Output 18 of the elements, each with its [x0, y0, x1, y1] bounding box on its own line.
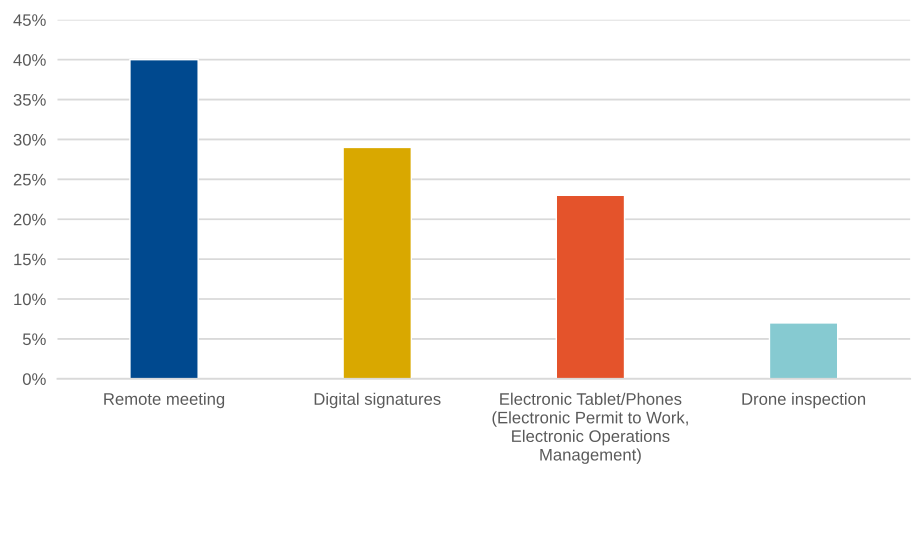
y-tick-label: 20% [14, 214, 46, 226]
y-tick-label: 10% [14, 293, 46, 306]
bar [342, 146, 412, 379]
bar [768, 322, 838, 379]
x-tick-label: Digital signatures [314, 392, 441, 408]
y-tick-label: 15% [14, 254, 46, 266]
x-tick-label: Drone inspection [742, 392, 866, 408]
y-tick-label: 5% [22, 333, 46, 346]
y-tick-label: 0% [22, 373, 46, 386]
y-tick-label: 25% [14, 174, 46, 186]
x-tick-label: Electronic Tablet/Phones (Electronic Permit to Work, Electronic Operations Management) [492, 392, 688, 464]
x-tick-label: Remote meeting [104, 392, 224, 408]
y-tick-label: 45% [13, 14, 46, 26]
y-tick-label: 35% [14, 94, 46, 106]
y-tick-label: 30% [14, 134, 46, 146]
bar [556, 194, 626, 379]
y-tick-label: 40% [13, 54, 46, 66]
bar [129, 58, 199, 379]
